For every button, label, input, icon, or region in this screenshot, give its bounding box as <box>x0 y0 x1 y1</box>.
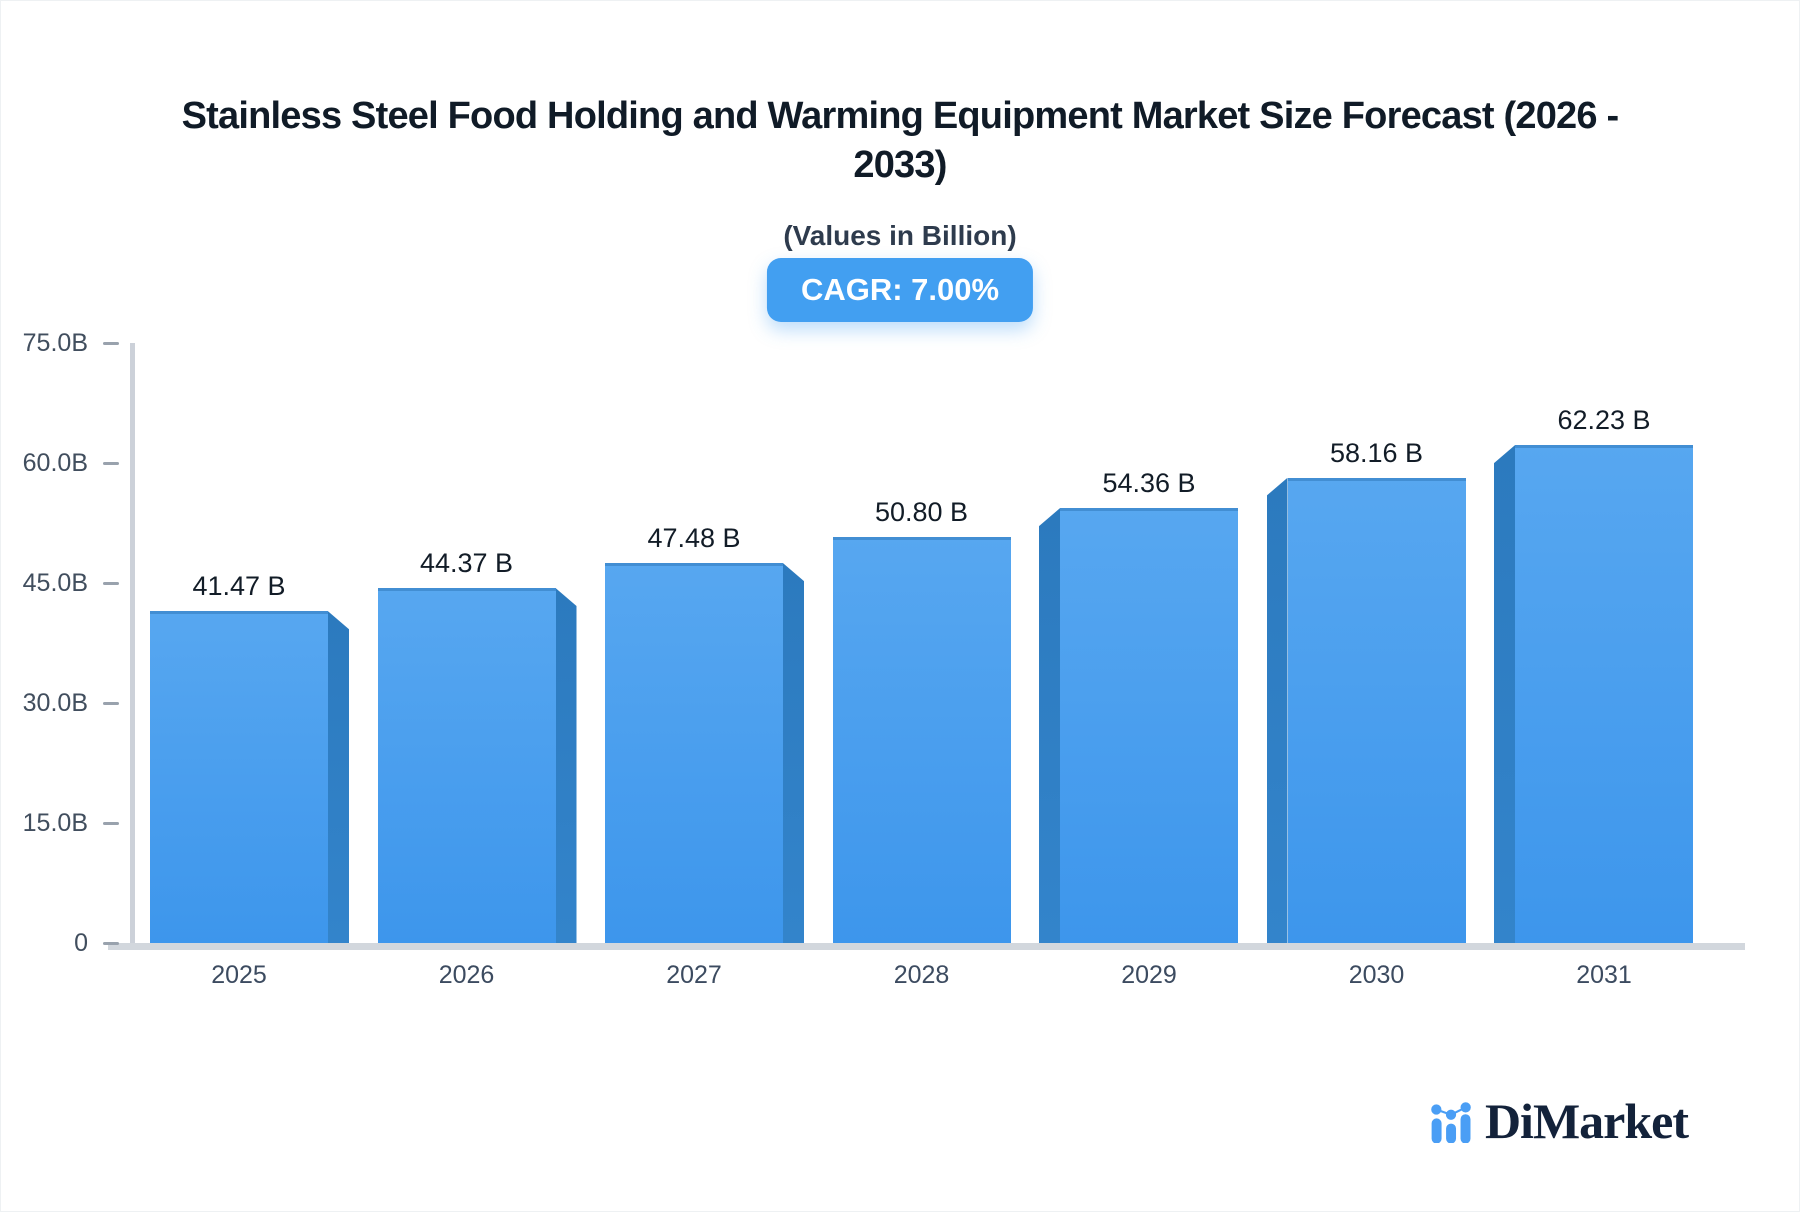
bar-2031 <box>1515 445 1693 943</box>
y-tick-mark <box>103 701 119 705</box>
bar-value-label-2029: 54.36 B <box>1102 468 1196 499</box>
bar-value-label-2028: 50.80 B <box>874 496 969 527</box>
bar-value-label-2027: 47.48 B <box>647 523 741 554</box>
bar-side-face-2029 <box>1039 508 1060 943</box>
bar-2025 <box>150 611 328 943</box>
bar-2026 <box>377 588 556 943</box>
cagr-badge: CAGR: 7.00% <box>766 258 1034 322</box>
x-axis-label-2025: 2025 <box>211 961 267 989</box>
y-tick-label-60.0B: 60.0B <box>22 449 88 477</box>
y-tick-mark <box>103 941 119 945</box>
bar-2027 <box>605 563 783 943</box>
y-tick-label-30.0B: 30.0B <box>22 689 88 717</box>
bar-value-label-2025: 41.47 B <box>192 571 286 602</box>
bar-side-face-2027 <box>783 563 804 943</box>
bar-side-face-2026 <box>555 588 577 943</box>
chart-subtitle: (Values in Billion) <box>783 220 1017 251</box>
bar-chart-dots-logo-icon <box>1431 1102 1471 1143</box>
bar-2030 <box>1287 477 1466 943</box>
y-tick-mark <box>103 581 119 585</box>
bar-side-face-2031 <box>1494 445 1515 943</box>
x-axis-label-2026: 2026 <box>438 961 495 989</box>
bar-side-face-2030 <box>1266 477 1288 943</box>
x-axis-baseline <box>108 943 1745 950</box>
x-axis-label-2028: 2028 <box>893 961 950 989</box>
bar-side-face-2025 <box>328 611 349 943</box>
dimarket-logo: DiMarket <box>1430 1093 1689 1149</box>
bar-value-label-2031: 62.23 B <box>1557 405 1651 436</box>
x-axis-label-2027: 2027 <box>666 961 722 989</box>
chart-title: Stainless Steel Food Holding and Warming… <box>0 92 1800 190</box>
dimarket-logo-text: DiMarket <box>1484 1093 1689 1149</box>
y-axis-line <box>130 343 135 950</box>
x-axis-label-2030: 2030 <box>1348 961 1405 989</box>
bar-2028 <box>832 536 1011 943</box>
y-tick-mark <box>103 461 119 465</box>
y-tick-mark <box>103 341 119 345</box>
x-axis-label-2031: 2031 <box>1576 961 1632 989</box>
y-tick-mark <box>103 821 119 825</box>
y-tick-label-0: 0 <box>74 929 88 957</box>
x-axis-label-2029: 2029 <box>1121 961 1177 989</box>
y-tick-label-15.0B: 15.0B <box>22 809 88 837</box>
y-tick-label-45.0B: 45.0B <box>22 569 88 597</box>
chart-title-line1: Stainless Steel Food Holding and Warming… <box>181 95 1620 137</box>
y-tick-label-75.0B: 75.0B <box>22 329 88 357</box>
bar-value-label-2030: 58.16 B <box>1329 437 1424 468</box>
bar-2029 <box>1060 508 1238 943</box>
bar-value-label-2026: 44.37 B <box>419 548 514 579</box>
chart-title-line2: 2033) <box>853 144 947 186</box>
